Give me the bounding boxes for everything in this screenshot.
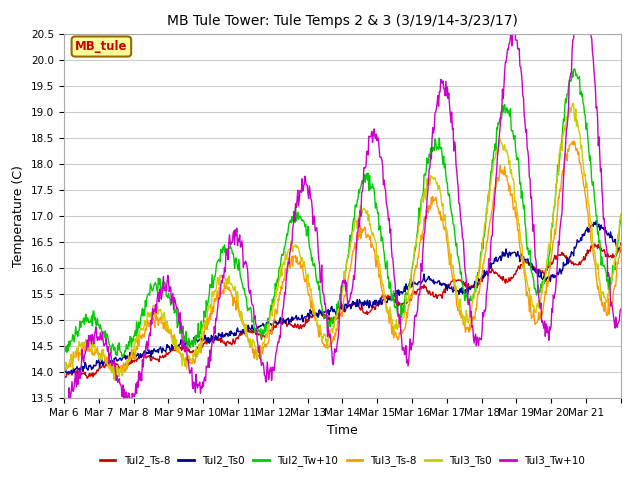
Tul3_Ts-8 — [277, 284, 285, 289]
Tul3_Ts0 — [401, 311, 408, 316]
Tul2_Tw+10 — [617, 221, 625, 227]
Tul3_Ts0 — [432, 178, 440, 183]
Tul2_Tw+10 — [119, 354, 127, 360]
Tul3_Ts0 — [256, 354, 264, 360]
Tul3_Ts-8 — [432, 194, 440, 200]
Tul3_Ts-8 — [401, 326, 408, 332]
Tul2_Ts-8 — [228, 340, 236, 346]
Tul2_Ts-8 — [256, 332, 264, 337]
Tul2_Ts0 — [255, 323, 263, 329]
Tul2_Tw+10 — [432, 138, 440, 144]
Tul3_Ts-8 — [112, 377, 120, 383]
Tul3_Ts0 — [277, 264, 285, 270]
Line: Tul3_Ts0: Tul3_Ts0 — [64, 103, 621, 380]
Tul3_Ts0 — [126, 358, 134, 364]
Tul2_Ts0 — [592, 218, 600, 224]
Tul2_Tw+10 — [126, 334, 134, 339]
Tul3_Tw+10 — [60, 403, 68, 409]
Tul2_Tw+10 — [401, 300, 408, 306]
Legend: Tul2_Ts-8, Tul2_Ts0, Tul2_Tw+10, Tul3_Ts-8, Tul3_Ts0, Tul3_Tw+10: Tul2_Ts-8, Tul2_Ts0, Tul2_Tw+10, Tul3_Ts… — [95, 451, 589, 470]
Tul2_Ts0 — [431, 279, 439, 285]
Tul2_Ts-8 — [60, 375, 68, 381]
Tul2_Ts-8 — [277, 318, 285, 324]
Tul3_Ts0 — [617, 211, 625, 217]
Line: Tul2_Ts0: Tul2_Ts0 — [64, 221, 621, 375]
Tul2_Tw+10 — [228, 251, 236, 256]
Tul3_Tw+10 — [61, 408, 69, 414]
Tul3_Ts-8 — [570, 138, 578, 144]
Tul3_Tw+10 — [256, 356, 264, 362]
Tul3_Ts0 — [228, 283, 236, 289]
Tul3_Tw+10 — [228, 240, 236, 245]
Tul3_Ts-8 — [617, 242, 625, 248]
Tul3_Tw+10 — [432, 109, 440, 115]
Tul3_Ts0 — [60, 366, 68, 372]
Y-axis label: Temperature (C): Temperature (C) — [12, 165, 26, 267]
Tul2_Ts0 — [60, 372, 68, 378]
Tul2_Tw+10 — [277, 257, 285, 263]
Line: Tul2_Tw+10: Tul2_Tw+10 — [64, 69, 621, 357]
Line: Tul2_Ts-8: Tul2_Ts-8 — [64, 243, 621, 378]
Tul3_Ts-8 — [60, 361, 68, 367]
Tul2_Ts-8 — [617, 240, 625, 246]
Tul2_Ts0 — [228, 331, 236, 336]
Tul2_Ts-8 — [401, 300, 408, 306]
Tul2_Ts-8 — [83, 375, 91, 381]
Tul3_Ts0 — [111, 377, 118, 383]
Tul2_Tw+10 — [570, 66, 578, 72]
Tul3_Tw+10 — [401, 352, 408, 358]
Tul3_Tw+10 — [617, 306, 625, 312]
Tul2_Ts0 — [125, 356, 133, 361]
Tul3_Tw+10 — [126, 400, 134, 406]
Tul3_Ts-8 — [256, 343, 264, 348]
Tul2_Ts0 — [617, 249, 625, 255]
Tul2_Ts0 — [400, 288, 408, 294]
Tul2_Tw+10 — [60, 343, 68, 348]
Text: MB_tule: MB_tule — [75, 40, 127, 53]
Title: MB Tule Tower: Tule Temps 2 & 3 (3/19/14-3/23/17): MB Tule Tower: Tule Temps 2 & 3 (3/19/14… — [167, 14, 518, 28]
Tul3_Ts0 — [569, 100, 577, 106]
Line: Tul3_Ts-8: Tul3_Ts-8 — [64, 141, 621, 380]
Tul3_Tw+10 — [277, 318, 285, 324]
Line: Tul3_Tw+10: Tul3_Tw+10 — [64, 0, 621, 411]
Tul2_Tw+10 — [256, 329, 264, 335]
Tul3_Ts-8 — [228, 293, 236, 299]
X-axis label: Time: Time — [327, 424, 358, 437]
Tul2_Ts0 — [276, 315, 284, 321]
Tul2_Ts-8 — [432, 291, 440, 297]
Tul3_Ts-8 — [126, 356, 134, 362]
Tul2_Ts-8 — [126, 358, 134, 363]
